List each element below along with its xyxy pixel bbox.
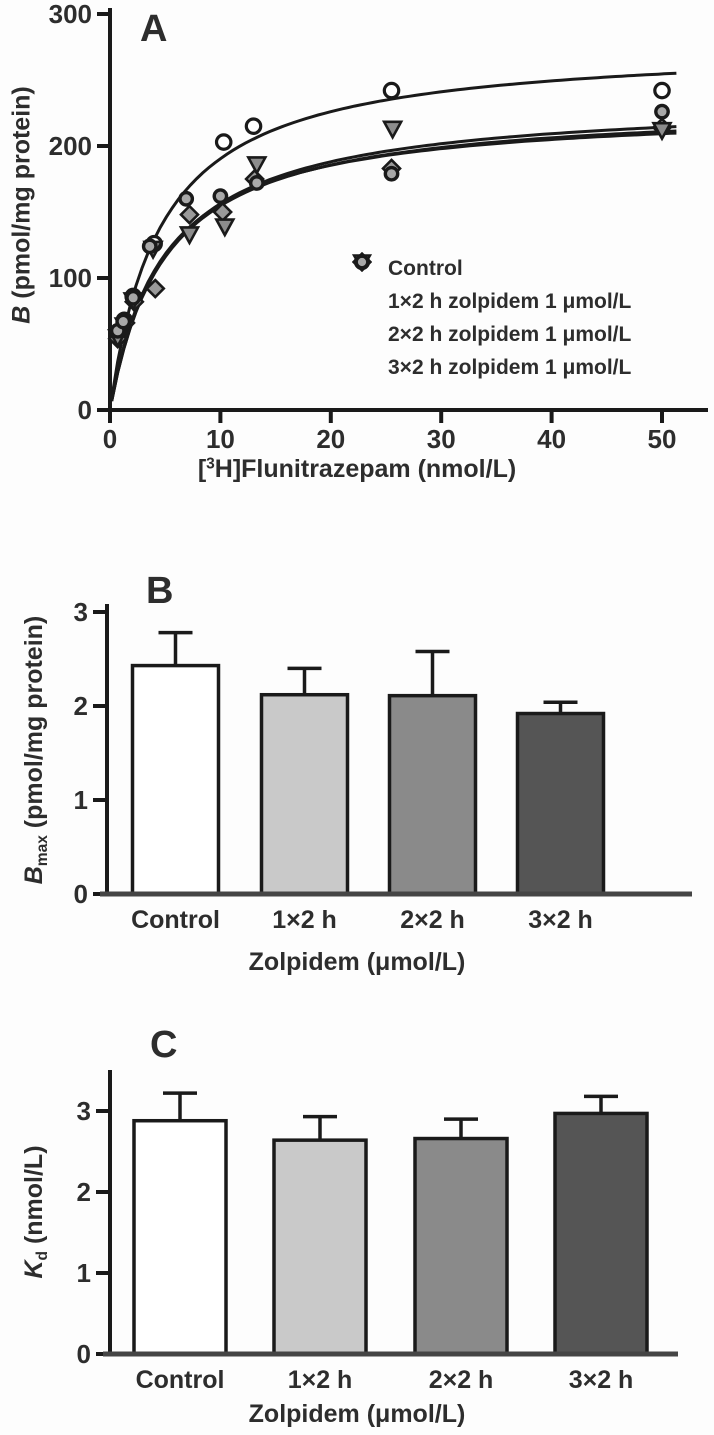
panel-c-plot: 0 1 2 3 Control 1×2 h 2×2 h 3×2 h	[77, 1070, 678, 1394]
marker-gray-circle	[383, 165, 400, 182]
y-tick-label: 0	[74, 879, 88, 909]
marker-gray-circle	[248, 175, 265, 191]
marker-gray-circle	[125, 289, 142, 306]
marker-triangle-down	[246, 156, 268, 176]
y-tick-label: 2	[74, 691, 88, 721]
bar-2-2-h	[387, 693, 478, 896]
legend-label: 1×2 h zolpidem 1 μmol/L	[388, 289, 632, 313]
panel-a-x-sup: 3	[206, 455, 215, 473]
x-category-label: 1×2 h	[288, 1366, 353, 1394]
x-category-label: Control	[131, 906, 220, 934]
panel-c-y-rest: (nmol/L)	[20, 1145, 49, 1251]
panel-b-y-axis-title: Bmax (pmol/mg protein)	[20, 616, 52, 885]
legend-row-3x2h: 3×2 h zolpidem 1 μmol/L	[352, 254, 632, 384]
x-tick-label: 50	[648, 424, 677, 454]
marker-open-circle	[382, 81, 401, 100]
marker-triangle-down	[381, 120, 404, 141]
marker-open-circle	[653, 81, 671, 100]
bar-control	[132, 1118, 228, 1356]
y-tick-label: 3	[77, 1096, 91, 1126]
y-tick-label: 0	[77, 1339, 91, 1369]
bar-control	[130, 663, 221, 896]
marker-gray-circle	[212, 188, 229, 205]
panel-c-y-axis-title: Kd (nmol/L)	[20, 1145, 52, 1278]
legend-row-control: Control	[352, 252, 631, 285]
panel-c-x-axis-title: Zolpidem (μmol/L)	[248, 1400, 466, 1428]
panel-b-plot: 0 1 2 3 Control 1×2 h 2×2 h 3×2 h	[74, 597, 692, 934]
legend-label: Control	[388, 256, 463, 280]
panel-a-x-post: H]Flunitrazepam (nmol/L)	[214, 455, 517, 483]
panel-a-y-var: B	[7, 305, 36, 324]
y-tick-label: 0	[78, 395, 92, 425]
y-tick-label: 100	[49, 263, 92, 293]
fit-curve-3	[110, 131, 677, 401]
x-tick-label: 30	[427, 424, 456, 454]
bar-1-2-h	[259, 692, 350, 896]
legend-row-1x2h: 1×2 h zolpidem 1 μmol/L	[352, 252, 632, 318]
x-category-label: 2×2 h	[400, 906, 465, 934]
x-tick-label: 10	[206, 424, 235, 454]
y-tick-label: 3	[74, 597, 88, 627]
marker-gray-circle	[178, 190, 195, 207]
marker-triangle-down	[651, 121, 673, 142]
legend-row-2x2h: 2×2 h zolpidem 1 μmol/L	[352, 254, 632, 351]
marker-diamond	[144, 278, 166, 299]
panel-b-y-var: B	[20, 866, 49, 885]
legend-label: 3×2 h zolpidem 1 μmol/L	[388, 355, 632, 379]
bar-3-2-h	[553, 1111, 649, 1356]
panel-a-y-rest: (pmol/mg protein)	[7, 86, 36, 306]
x-category-label: 3×2 h	[528, 906, 593, 934]
panel-c-y-var: K	[20, 1260, 49, 1279]
marker-gray-circle	[654, 103, 670, 120]
marker-open-circle	[244, 117, 263, 135]
marker-triangle-down	[214, 218, 236, 238]
marker-gray-circle	[141, 238, 158, 255]
panel-a-x-pre: [	[197, 455, 207, 483]
panel-b-letter: B	[146, 570, 174, 612]
x-category-label: 1×2 h	[272, 906, 337, 934]
marker-gray-circle	[115, 313, 132, 330]
bar-3-2-h	[515, 711, 606, 896]
y-tick-label: 1	[74, 785, 88, 815]
x-category-label: Control	[136, 1366, 225, 1394]
marker-open-circle	[214, 133, 233, 151]
legend-label: 2×2 h zolpidem 1 μmol/L	[388, 322, 632, 346]
bar-1-2-h	[272, 1138, 368, 1356]
panel-b-y-sub: max	[33, 835, 51, 867]
x-tick-label: 0	[103, 424, 117, 454]
x-category-label: 3×2 h	[569, 1366, 634, 1394]
panel-a-x-axis-title: [3H]Flunitrazepam (nmol/L)	[0, 455, 714, 484]
panel-a-letter: A	[140, 8, 168, 50]
y-tick-label: 300	[49, 0, 92, 29]
panel-a-y-axis-title: B (pmol/mg protein)	[8, 86, 37, 323]
panel-c-y-sub: d	[33, 1251, 51, 1261]
legend: Control 1×2 h zolpidem 1 μmol/L 2×2 h zo…	[352, 252, 631, 384]
panel-c-letter: C	[150, 1024, 178, 1066]
x-category-label: 2×2 h	[429, 1366, 494, 1394]
marker-triangle-down	[178, 226, 201, 246]
x-tick-label: 20	[316, 424, 345, 454]
y-tick-label: 2	[77, 1177, 91, 1207]
panel-b-y-rest: (pmol/mg protein)	[20, 615, 49, 836]
y-tick-label: 200	[49, 131, 92, 161]
marker-diamond	[179, 204, 200, 225]
panel-b-x-axis-title: Zolpidem (μmol/L)	[248, 948, 466, 976]
y-tick-label: 1	[77, 1258, 91, 1288]
x-tick-label: 40	[537, 424, 566, 454]
bar-2-2-h	[413, 1136, 509, 1356]
panel-a-plot: 0 10 20 30 40 50 0 100 200 300	[49, 0, 708, 454]
